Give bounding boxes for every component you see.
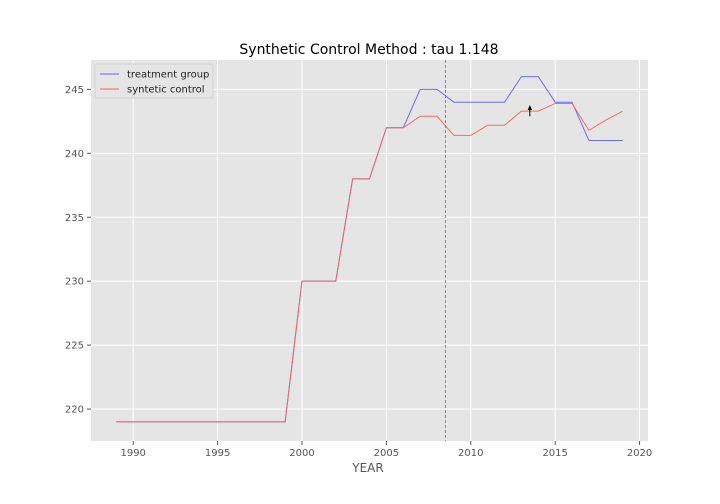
grid-lines <box>91 60 648 441</box>
y-tick-label: 245 <box>65 85 84 96</box>
legend-box <box>94 63 214 99</box>
y-tick-label: 240 <box>65 149 84 160</box>
annotation-arrow-head <box>527 105 533 111</box>
x-axis-label: YEAR <box>351 461 383 475</box>
x-tick-label: 2005 <box>374 448 399 459</box>
x-tick-label: 2020 <box>627 448 652 459</box>
y-tick-label: 230 <box>65 277 84 288</box>
x-tick-label: 1990 <box>120 448 145 459</box>
annotation-arrow-layer <box>527 105 533 117</box>
plot-background <box>91 60 648 441</box>
legend-label-synthetic: syntetic control <box>127 85 205 96</box>
x-tick-label: 1995 <box>205 448 230 459</box>
x-tick-label: 2015 <box>542 448 567 459</box>
x-tick-label: 2000 <box>289 448 314 459</box>
y-tick-label: 235 <box>65 213 84 224</box>
legend-label-treatment: treatment group <box>127 70 209 81</box>
x-tick-label: 2010 <box>458 448 483 459</box>
y-tick-label: 220 <box>65 405 84 416</box>
y-tick-label: 225 <box>65 341 84 352</box>
series-layer <box>116 76 623 423</box>
series-line-synthetic <box>116 102 623 423</box>
legend: treatment group syntetic control <box>94 63 214 99</box>
tick-labels: 1990 1995 2000 2005 2010 2015 2020 220 225 230 235… <box>65 85 652 459</box>
chart-title: Synthetic Control Method : tau 1.148 <box>239 42 498 58</box>
